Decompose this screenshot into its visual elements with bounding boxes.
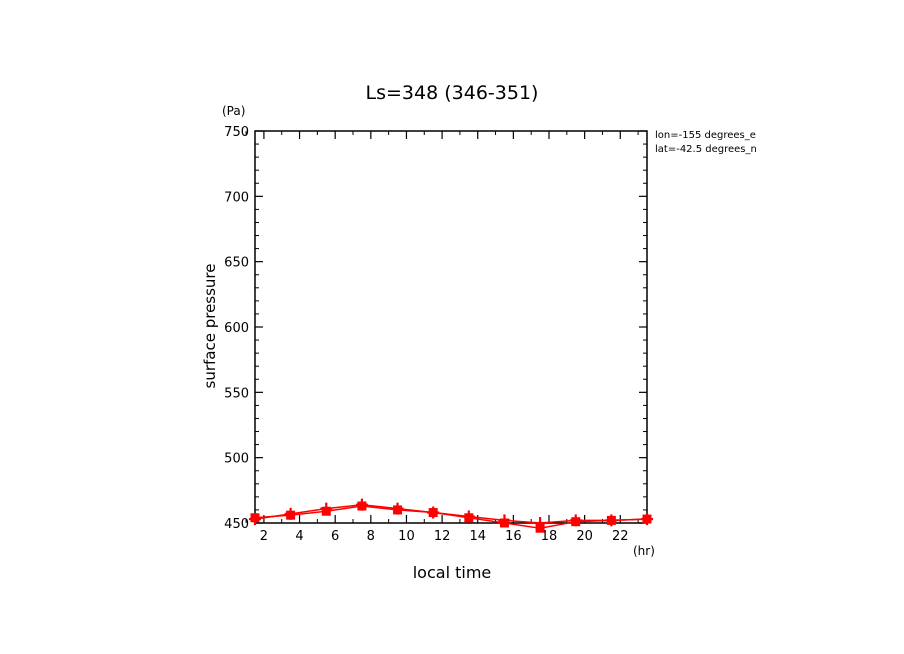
data-point (605, 514, 618, 527)
data-point (569, 514, 582, 527)
data-point (320, 502, 333, 515)
series-line (254, 505, 648, 529)
data-point (498, 514, 511, 527)
series-layer (249, 498, 653, 533)
x-tick-label: 18 (541, 529, 558, 544)
y-unit-label: (Pa) (222, 104, 245, 118)
x-tick-label: 20 (576, 529, 593, 544)
chart-title: Ls=348 (346-351) (366, 82, 539, 104)
x-tick-label: 4 (295, 529, 303, 544)
data-point (284, 507, 297, 520)
data-point (391, 502, 404, 515)
y-tick-label: 700 (224, 190, 249, 205)
x-tick-label: 14 (469, 529, 486, 544)
x-tick-label: 16 (505, 529, 522, 544)
data-point (427, 506, 440, 519)
y-tick-label: 600 (224, 321, 249, 336)
data-point (462, 510, 475, 523)
y-axis-label: surface pressure (201, 264, 219, 389)
x-tick-label: 6 (331, 529, 339, 544)
y-tick-label: 450 (224, 517, 249, 532)
annotation-lat: lat=-42.5 degrees_n (655, 144, 757, 155)
annotation-lon: lon=-155 degrees_e (655, 130, 756, 141)
x-unit-label: (hr) (633, 544, 655, 558)
x-tick-label: 12 (434, 529, 451, 544)
data-point (249, 513, 261, 526)
x-tick-label: 10 (398, 529, 415, 544)
data-point (534, 517, 547, 529)
data-point (641, 513, 653, 526)
data-point (355, 498, 368, 511)
x-tick-label: 22 (612, 529, 629, 544)
y-tick-label: 550 (224, 386, 249, 401)
y-tick-label: 500 (224, 452, 249, 467)
x-axis-label: local time (413, 563, 492, 582)
x-tick-label: 8 (367, 529, 375, 544)
plot-frame (254, 130, 648, 524)
series-line (254, 503, 648, 524)
ticks-layer: 450 500 550 600 650 700 750 2 4 6 8 10 12 14 16 18 20 22 (224, 125, 647, 544)
y-tick-label: 650 (224, 256, 249, 271)
x-tick-label: 2 (260, 529, 268, 544)
y-tick-label: 750 (224, 125, 249, 140)
